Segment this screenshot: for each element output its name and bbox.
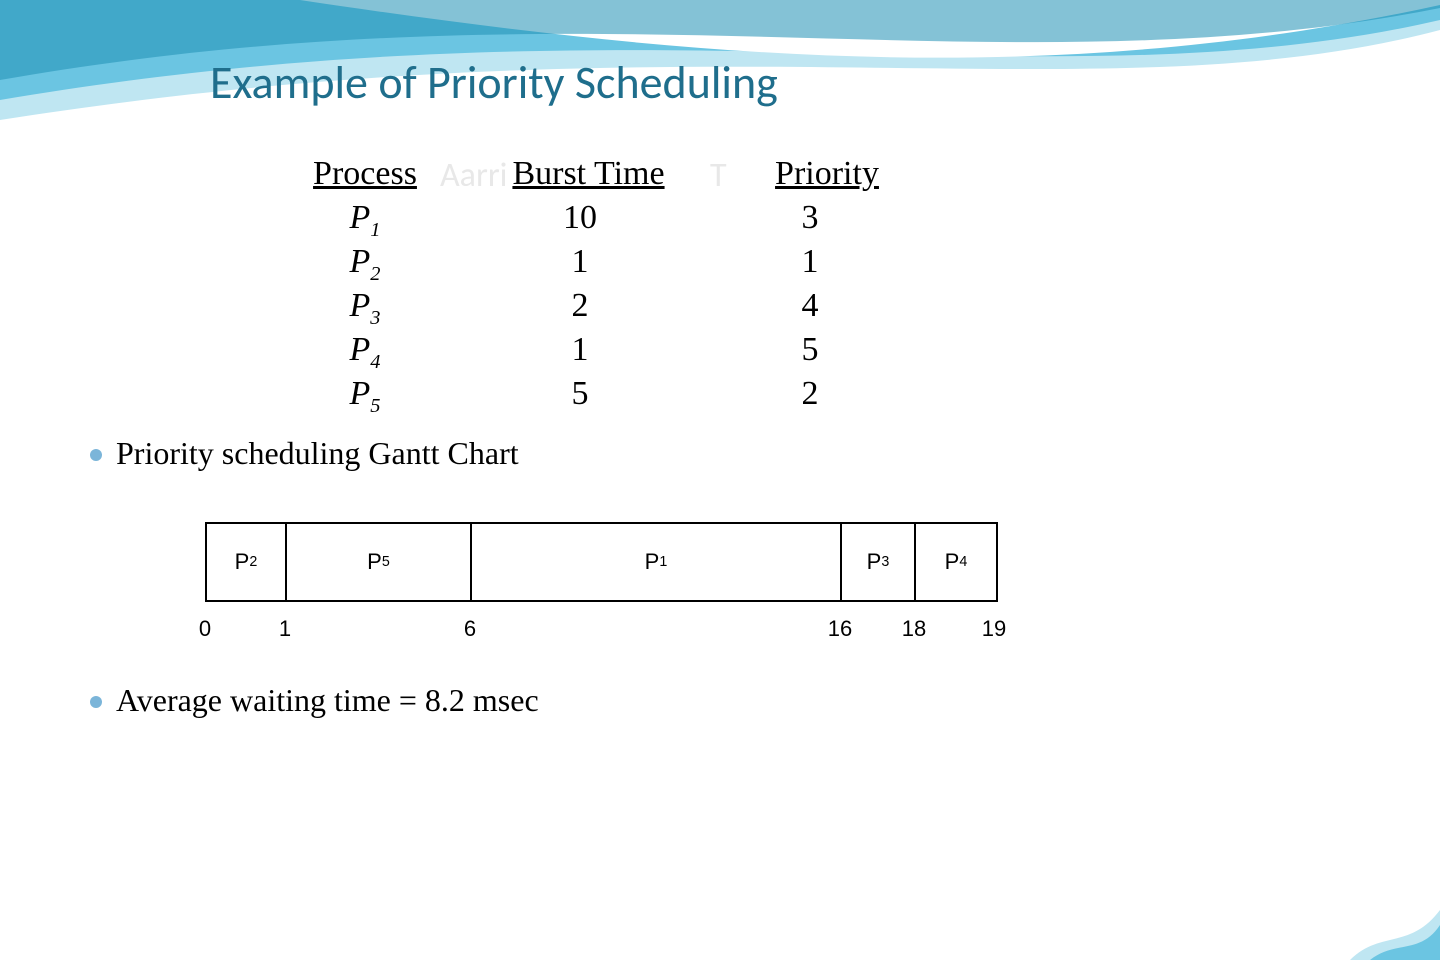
table-row: P552 — [280, 375, 1350, 419]
cell-priority: 5 — [710, 331, 910, 369]
cell-process: P5 — [280, 375, 450, 418]
gantt-tick: 1 — [279, 616, 291, 642]
gantt-segment: P3 — [842, 524, 916, 600]
table-row: P415 — [280, 331, 1350, 375]
table-row: P324 — [280, 287, 1350, 331]
gantt-segment: P4 — [916, 524, 996, 600]
cell-process: P1 — [280, 199, 450, 242]
ghost-burst-tail: T — [710, 155, 727, 196]
gantt-tick: 0 — [199, 616, 211, 642]
cell-priority: 2 — [710, 375, 910, 413]
cell-process: P2 — [280, 243, 450, 286]
bullet-text: Priority scheduling Gantt Chart — [116, 435, 519, 472]
bullet-text: Average waiting time = 8.2 msec — [116, 682, 539, 719]
bullet-avg-wait: Average waiting time = 8.2 msec — [90, 682, 1350, 719]
slide-title: Example of Priority Scheduling — [210, 55, 778, 111]
gantt-tick: 6 — [464, 616, 476, 642]
bullet-gantt-label: Priority scheduling Gantt Chart — [90, 435, 1350, 472]
table-row: P211 — [280, 243, 1350, 287]
gantt-segment: P5 — [287, 524, 472, 600]
col-header-process: Process — [280, 155, 450, 193]
ghost-arrival: Aarri — [440, 155, 507, 196]
table-header-row: Process Aarri Burst Time T Priority — [280, 155, 1350, 199]
content-area: Process Aarri Burst Time T Priority P110… — [90, 155, 1350, 719]
bullet-icon — [90, 449, 102, 461]
gantt-chart: P2P5P1P3P4 016161819 — [205, 522, 1350, 646]
gantt-tick: 18 — [902, 616, 926, 642]
cell-priority: 4 — [710, 287, 910, 325]
cell-burst: 10 — [450, 199, 710, 237]
cell-priority: 1 — [710, 243, 910, 281]
cell-burst: 1 — [450, 243, 710, 281]
corner-wave — [1350, 900, 1440, 960]
bullet-icon — [90, 696, 102, 708]
col-header-priority: Priority — [727, 155, 927, 193]
gantt-tick: 19 — [982, 616, 1006, 642]
cell-process: P4 — [280, 331, 450, 374]
process-table: Process Aarri Burst Time T Priority P110… — [280, 155, 1350, 419]
gantt-tick: 16 — [828, 616, 852, 642]
gantt-segment: P2 — [207, 524, 287, 600]
cell-priority: 3 — [710, 199, 910, 237]
cell-burst: 5 — [450, 375, 710, 413]
gantt-segment: P1 — [472, 524, 842, 600]
cell-burst: 1 — [450, 331, 710, 369]
table-row: P1103 — [280, 199, 1350, 243]
cell-process: P3 — [280, 287, 450, 330]
wave-layer-white — [300, 0, 1440, 58]
cell-burst: 2 — [450, 287, 710, 325]
